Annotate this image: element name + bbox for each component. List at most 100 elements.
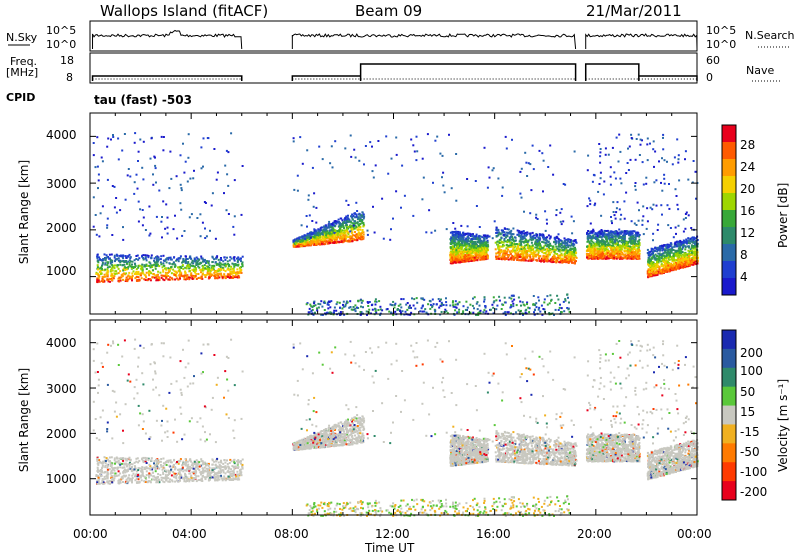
power-cell (226, 257, 228, 259)
power-cell (114, 260, 116, 262)
power-cell (455, 262, 457, 264)
power-cell (184, 272, 186, 274)
power-cell (362, 222, 364, 224)
power-cell (179, 257, 181, 259)
power-cell (617, 244, 619, 246)
power-cell (125, 260, 127, 262)
power-cell (122, 257, 124, 259)
power-cell (216, 255, 218, 257)
power-cell (99, 258, 101, 260)
power-cell (345, 216, 347, 218)
power-cell (236, 268, 238, 270)
power-cell (101, 265, 103, 267)
power-cell (348, 233, 350, 235)
power-cell (597, 239, 599, 241)
power-cell (136, 280, 138, 282)
power-cell (322, 241, 324, 243)
power-cell (234, 275, 236, 277)
power-cell (180, 255, 182, 257)
power-cell (186, 267, 188, 269)
power-cell (339, 222, 341, 224)
power-cell (157, 271, 159, 273)
power-cell (506, 241, 508, 243)
power-cell (156, 274, 158, 276)
power-cell (134, 263, 136, 265)
power-cell (326, 241, 328, 243)
power-cell (313, 241, 315, 243)
power-cell (225, 270, 227, 272)
power-cell (341, 240, 343, 242)
power-cell (611, 249, 613, 251)
power-cell (532, 247, 534, 249)
power-cell (358, 237, 360, 239)
power-cell (158, 258, 160, 260)
power-cell (354, 235, 356, 237)
power-cell (320, 239, 322, 241)
power-cell (297, 240, 299, 242)
power-cell (170, 257, 172, 259)
power-cell (564, 237, 566, 239)
power-cell (185, 255, 187, 257)
power-cell (170, 259, 172, 261)
power-cell (495, 248, 497, 250)
power-cell (225, 277, 227, 279)
power-cell (176, 258, 178, 260)
power-cell (624, 241, 626, 243)
power-cell (463, 251, 465, 253)
power-cell (573, 257, 575, 259)
power-cell (165, 278, 167, 280)
power-cell (185, 261, 187, 263)
power-cell (543, 249, 545, 251)
power-cell (140, 272, 142, 274)
power-cell (322, 229, 324, 231)
power-cell (200, 256, 202, 258)
power-cell (541, 241, 543, 243)
power-cell (113, 275, 115, 277)
power-cell (222, 267, 224, 269)
power-cell (471, 241, 473, 243)
power-cell (363, 224, 365, 226)
power-cell (356, 210, 358, 212)
power-cell (628, 238, 630, 240)
power-cell (604, 249, 606, 251)
power-cell (162, 275, 164, 277)
power-cell (192, 260, 194, 262)
power-cell (108, 279, 110, 281)
power-cell (516, 259, 518, 261)
power-cell (573, 251, 575, 253)
power-cell (101, 278, 103, 280)
power-cell (502, 258, 504, 260)
power-cell (178, 279, 180, 281)
power-cell (167, 267, 169, 269)
power-cell (293, 240, 295, 242)
power-cell (608, 242, 610, 244)
power-cell (550, 251, 552, 253)
power-cell (486, 251, 488, 253)
power-cell (119, 270, 121, 272)
power-cell (198, 259, 200, 261)
power-cell (220, 273, 222, 275)
power-cell (465, 249, 467, 251)
power-cell (605, 239, 607, 241)
power-cell (560, 258, 562, 260)
power-cell (138, 276, 140, 278)
power-cell (469, 247, 471, 249)
power-cell (97, 269, 99, 271)
power-cell (103, 276, 105, 278)
power-cell (344, 231, 346, 233)
power-cell (499, 242, 501, 244)
power-cell (471, 238, 473, 240)
power-cell (613, 253, 615, 255)
power-cell (587, 245, 589, 247)
power-cell (468, 234, 470, 236)
power-cell (613, 255, 615, 257)
power-cell (554, 256, 556, 258)
power-cell (178, 260, 180, 262)
power-cell (486, 245, 488, 247)
power-cell (532, 244, 534, 246)
power-cell (518, 234, 520, 236)
power-cell (340, 235, 342, 237)
power-cell (504, 238, 506, 240)
power-cell (125, 272, 127, 274)
power-cell (624, 249, 626, 251)
